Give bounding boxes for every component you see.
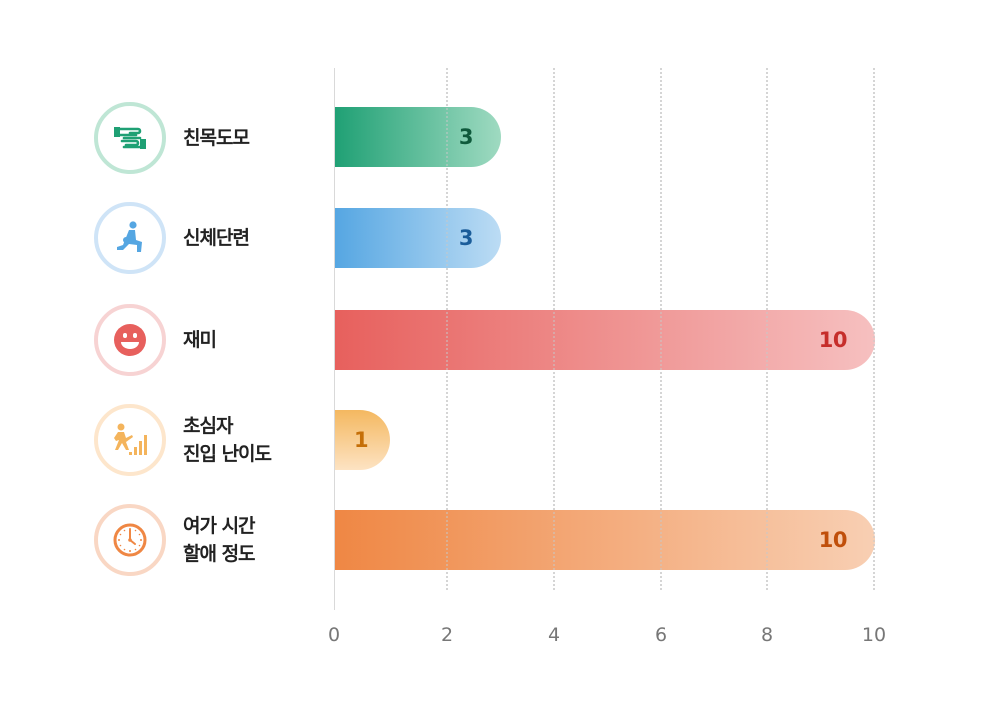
- x-tick-label: 6: [654, 624, 668, 646]
- row-label-5: 여가 시간 할애 정도: [94, 500, 324, 580]
- row-label-2: 신체단련: [94, 198, 324, 278]
- bar-value: 1: [353, 428, 369, 452]
- category-label: 초심자 진입 난이도: [183, 415, 272, 465]
- icon-ring: [94, 404, 166, 476]
- bar-value: 3: [458, 125, 474, 149]
- bar-1: 3: [334, 107, 501, 167]
- category-label: 신체단련: [183, 227, 250, 249]
- icon-ring: [94, 202, 166, 274]
- x-tick-label: 8: [760, 624, 774, 646]
- icon-ring: [94, 504, 166, 576]
- y-axis-line: [334, 68, 335, 610]
- x-tick-label: 2: [440, 624, 454, 646]
- bar-value: 10: [818, 328, 848, 352]
- bar-2: 3: [334, 208, 501, 268]
- handshake-icon: [114, 127, 146, 149]
- row-label-3: 재미: [94, 300, 324, 380]
- category-label: 여가 시간 할애 정도: [183, 515, 256, 565]
- x-tick-label: 4: [547, 624, 561, 646]
- category-label: 재미: [183, 329, 217, 351]
- row-label-1: 친목도모: [94, 98, 324, 178]
- category-label: 친목도모: [183, 127, 250, 149]
- beginner-climb-icon: [114, 423, 147, 455]
- icon-ring: [94, 102, 166, 174]
- bar-5: 10: [334, 510, 875, 570]
- bar-value: 10: [818, 528, 848, 552]
- row-label-4: 초심자 진입 난이도: [94, 400, 324, 480]
- exercise-icon: [117, 221, 142, 252]
- x-tick-label: 10: [861, 624, 887, 646]
- bar-4: 1: [334, 410, 390, 470]
- x-tick-label: 0: [327, 624, 341, 646]
- clock-icon: [113, 523, 147, 557]
- smile-icon: [114, 324, 146, 356]
- bar-value: 3: [458, 226, 474, 250]
- bar-3: 10: [334, 310, 875, 370]
- plot-area: 3 3 10 1 10 0 2 4 6 8 10: [328, 68, 886, 646]
- icon-ring: [94, 304, 166, 376]
